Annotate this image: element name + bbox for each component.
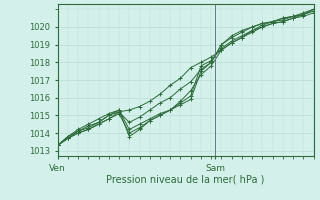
X-axis label: Pression niveau de la mer( hPa ): Pression niveau de la mer( hPa ) bbox=[107, 174, 265, 184]
